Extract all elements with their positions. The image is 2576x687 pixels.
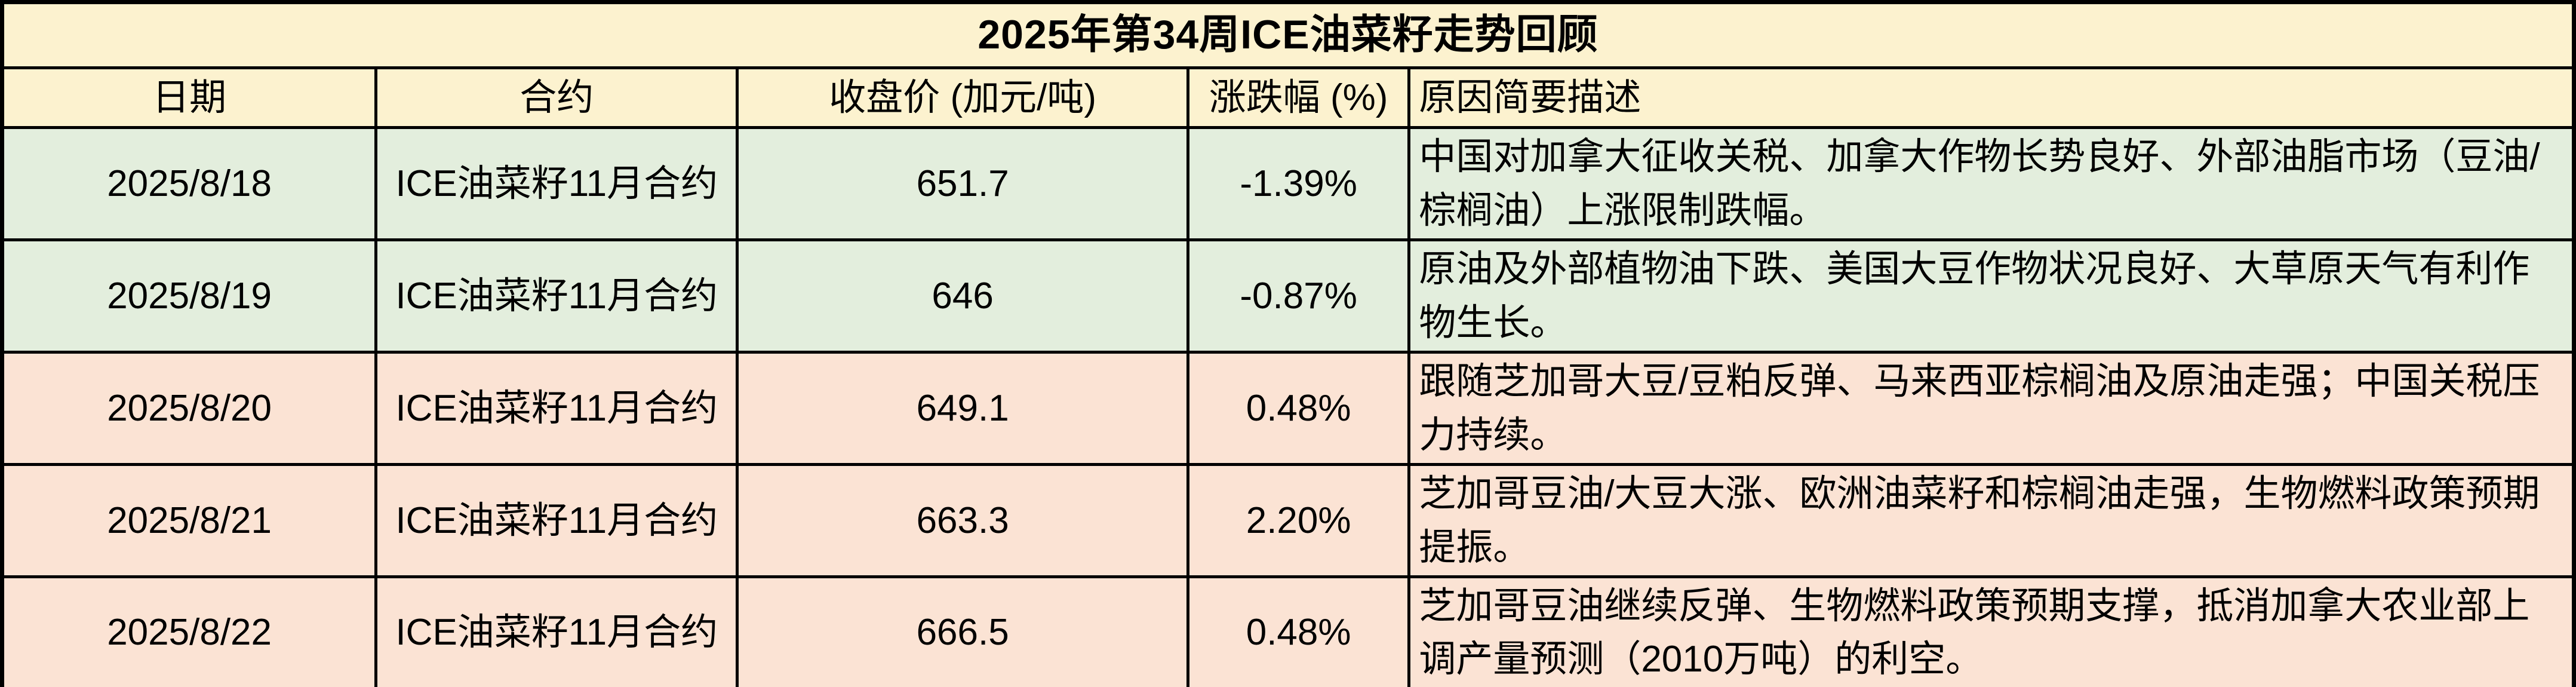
header-contract: 合约 <box>374 66 739 129</box>
table-row: 2025/8/21 ICE油菜籽11月合约 663.3 2.20% 芝加哥豆油/… <box>0 463 2575 578</box>
table-title-row: 2025年第34周ICE油菜籽走势回顾 <box>1 1 2575 69</box>
date-cell: 2025/8/18 <box>0 126 378 241</box>
table-row: 2025/8/19 ICE油菜籽11月合约 646 -0.87% 原油及外部植物… <box>0 238 2575 354</box>
close-price-cell: 666.5 <box>736 575 1189 687</box>
page-title: 2025年第34周ICE油菜籽走势回顾 <box>1 1 2575 69</box>
contract-cell: ICE油菜籽11月合约 <box>374 575 739 687</box>
reason-cell: 原油及外部植物油下跌、美国大豆作物状况良好、大草原天气有利作物生长。 <box>1407 238 2575 354</box>
change-pct-cell: -0.87% <box>1186 238 1411 354</box>
date-cell: 2025/8/21 <box>0 463 378 578</box>
table-row: 2025/8/20 ICE油菜籽11月合约 649.1 0.48% 跟随芝加哥大… <box>0 351 2575 466</box>
change-pct-cell: 0.48% <box>1186 351 1411 466</box>
table-row: 2025/8/18 ICE油菜籽11月合约 651.7 -1.39% 中国对加拿… <box>0 126 2575 241</box>
contract-cell: ICE油菜籽11月合约 <box>374 126 739 241</box>
contract-cell: ICE油菜籽11月合约 <box>374 463 739 578</box>
reason-cell: 芝加哥豆油/大豆大涨、欧洲油菜籽和棕榈油走强，生物燃料政策预期提振。 <box>1407 463 2575 578</box>
date-cell: 2025/8/19 <box>0 238 378 354</box>
reason-cell: 芝加哥豆油继续反弹、生物燃料政策预期支撑，抵消加拿大农业部上调产量预测（2010… <box>1407 575 2575 687</box>
change-pct-cell: 2.20% <box>1186 463 1411 578</box>
close-price-cell: 651.7 <box>736 126 1189 241</box>
date-cell: 2025/8/20 <box>0 351 378 466</box>
header-date: 日期 <box>0 66 378 129</box>
reason-cell: 跟随芝加哥大豆/豆粕反弹、马来西亚棕榈油及原油走强；中国关税压力持续。 <box>1407 351 2575 466</box>
close-price-cell: 663.3 <box>736 463 1189 578</box>
change-pct-cell: -1.39% <box>1186 126 1411 241</box>
close-price-cell: 646 <box>736 238 1189 354</box>
contract-cell: ICE油菜籽11月合约 <box>374 238 739 354</box>
table-row: 2025/8/22 ICE油菜籽11月合约 666.5 0.48% 芝加哥豆油继… <box>0 575 2575 687</box>
header-change-pct: 涨跌幅 (%) <box>1186 66 1411 129</box>
change-pct-cell: 0.48% <box>1186 575 1411 687</box>
reason-cell: 中国对加拿大征收关税、加拿大作物长势良好、外部油脂市场（豆油/棕榈油）上涨限制跌… <box>1407 126 2575 241</box>
close-price-cell: 649.1 <box>736 351 1189 466</box>
date-cell: 2025/8/22 <box>0 575 378 687</box>
header-reason: 原因简要描述 <box>1407 66 2575 129</box>
contract-cell: ICE油菜籽11月合约 <box>374 351 739 466</box>
header-close-price: 收盘价 (加元/吨) <box>736 66 1189 129</box>
table-header-row: 日期 合约 收盘价 (加元/吨) 涨跌幅 (%) 原因简要描述 <box>0 66 2575 129</box>
